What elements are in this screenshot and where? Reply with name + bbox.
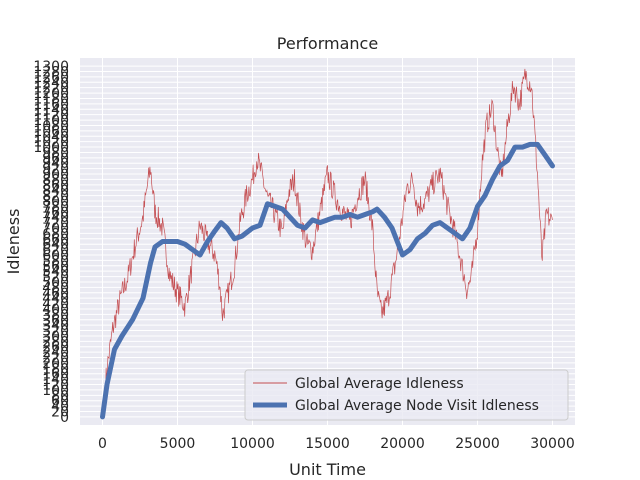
y-tick-label-16: 320 (42, 324, 69, 340)
x-tick-labels: 0 5000 10000 15000 20000 25000 30000 (98, 436, 575, 452)
y-tick-label-1: 20 (51, 405, 69, 421)
y-tick-label-41: 820 (42, 189, 69, 205)
y-tick-label-2: 40 (51, 399, 69, 415)
y-tick-label-30: 600 (42, 248, 69, 264)
line-global-average-node-visit-idleness (100, 141, 555, 420)
y-tick-label-58: 1160 (33, 97, 69, 113)
y-tick-label-18: 360 (42, 313, 69, 329)
y-tick-label-21: 420 (42, 297, 69, 313)
y-tick-label-23: 460 (42, 286, 69, 302)
y-tick-label-37: 740 (42, 210, 69, 226)
y-tick-label-15: 300 (42, 329, 69, 345)
grid-lines (80, 58, 575, 425)
y-tick-label-35: 700 (42, 221, 69, 237)
x-tick-label-4: 20000 (380, 436, 425, 452)
y-tick-label-4: 80 (51, 388, 69, 404)
y-tick-label-17: 340 (42, 318, 69, 334)
y-tick-label-13: 260 (42, 340, 69, 356)
y-tick-label-19: 380 (42, 307, 69, 323)
legend-label-idleness: Global Average Idleness (295, 376, 464, 392)
y-tick-label-48: 960 (42, 151, 69, 167)
y-tick-label-56: 1120 (33, 108, 69, 124)
y-tick-label-62: 1240 (33, 75, 69, 91)
y-tick-label-59: 1180 (33, 91, 69, 107)
legend-box (244, 369, 569, 421)
y-tick-label-10: 200 (42, 356, 69, 372)
series-global-average-node-visit-idleness (100, 141, 555, 420)
y-tick-label-43: 860 (42, 178, 69, 194)
y-tick-label-40: 800 (42, 194, 69, 210)
y-tick-label-5: 100 (42, 383, 69, 399)
y-tick-label-14: 280 (42, 334, 69, 350)
y-tick-label-49: 980 (42, 145, 69, 161)
x-tick-label-0: 0 (98, 436, 107, 452)
chart-title: Performance (277, 34, 378, 53)
y-tick-label-54: 1080 (33, 118, 69, 134)
legend-label-node-visit: Global Average Node Visit Idleness (295, 398, 539, 414)
y-tick-label-52: 1040 (33, 129, 69, 145)
y-tick-label-9: 180 (42, 361, 69, 377)
y-tick-label-39: 780 (42, 199, 69, 215)
y-tick-label-45: 900 (42, 167, 69, 183)
y-tick-label-8: 160 (42, 367, 69, 383)
y-tick-label-29: 580 (42, 253, 69, 269)
y-tick-label-44: 880 (42, 172, 69, 188)
y-tick-label-47: 940 (42, 156, 69, 172)
legend: Global Average Idleness Global Average N… (244, 369, 569, 421)
y-tick-label-38: 760 (42, 205, 69, 221)
y-tick-label-63: 1260 (33, 70, 69, 86)
y-tick-label-65: 1300 (33, 59, 69, 75)
y-tick-label-64: 1280 (33, 64, 69, 80)
y-tick-label-26: 520 (42, 270, 69, 286)
y-tick-label-25: 500 (42, 275, 69, 291)
y-tick-label-50: 1000 (33, 140, 69, 156)
series-global-average-idleness (102, 68, 553, 417)
y-tick-label-28: 560 (42, 259, 69, 275)
y-tick-label-27: 540 (42, 264, 69, 280)
x-tick-label-5: 25000 (455, 436, 500, 452)
y-tick-label-61: 1220 (33, 81, 69, 97)
y-tick-label-22: 440 (42, 291, 69, 307)
y-tick-label-53: 1060 (33, 124, 69, 140)
y-tick-label-42: 840 (42, 183, 69, 199)
y-axis-label: Idleness (4, 209, 23, 275)
y-tick-label-55: 1100 (33, 113, 69, 129)
y-tick-label-51: 1020 (33, 135, 69, 151)
x-tick-label-3: 15000 (305, 436, 350, 452)
y-tick-label-20: 400 (42, 302, 69, 318)
y-tick-label-24: 480 (42, 280, 69, 296)
y-tick-label-34: 680 (42, 226, 69, 242)
y-tick-label-3: 60 (51, 394, 69, 410)
line-global-average-idleness (102, 68, 553, 417)
y-tick-label-11: 220 (42, 351, 69, 367)
y-tick-label-32: 640 (42, 237, 69, 253)
y-tick-label-6: 120 (42, 378, 69, 394)
x-tick-label-2: 10000 (230, 436, 275, 452)
y-tick-label-36: 720 (42, 216, 69, 232)
y-tick-label-12: 240 (42, 345, 69, 361)
y-tick-label-33: 660 (42, 232, 69, 248)
x-tick-label-6: 30000 (530, 436, 575, 452)
x-tick-label-1: 5000 (160, 436, 196, 452)
y-tick-labels: 0204060801001201401601802002202402602803… (33, 59, 69, 426)
y-tick-label-31: 620 (42, 243, 69, 259)
y-tick-label-7: 140 (42, 372, 69, 388)
x-axis-label: Unit Time (289, 460, 366, 479)
y-tick-label-0: 0 (60, 410, 69, 426)
y-tick-label-60: 1200 (33, 86, 69, 102)
y-tick-label-57: 1140 (33, 102, 69, 118)
y-tick-label-46: 920 (42, 162, 69, 178)
